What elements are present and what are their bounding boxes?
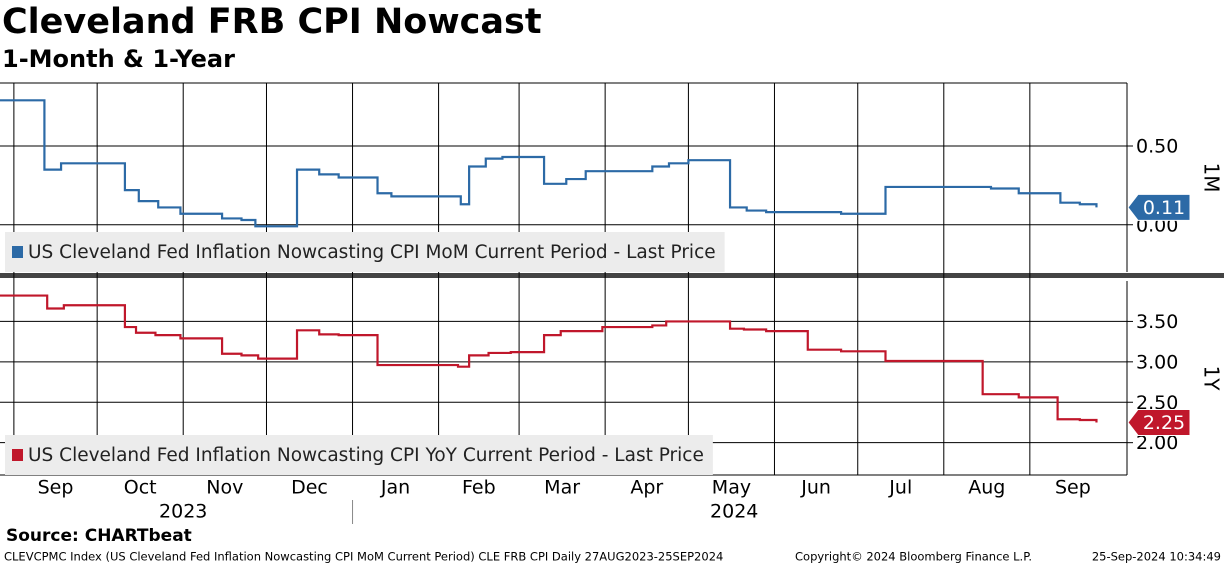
footer-center: Copyright© 2024 Bloomberg Finance L.P. — [795, 550, 1032, 564]
legend-swatch — [12, 449, 23, 461]
x-tick-label: Oct — [124, 477, 157, 499]
chart-subtitle: 1-Month & 1-Year — [2, 45, 235, 73]
y-tick-label: 2.50 — [1136, 392, 1178, 414]
footer-left: CLEVCPMC Index (US Cleveland Fed Inflati… — [4, 550, 723, 564]
x-tick-label: Sep — [1055, 477, 1091, 499]
x-tick-label: Jan — [380, 477, 410, 499]
x-tick-label: Aug — [968, 477, 1005, 499]
x-tick-label: Sep — [38, 477, 74, 499]
legend-label: US Cleveland Fed Inflation Nowcasting CP… — [28, 445, 704, 466]
footer-right: 25-Sep-2024 10:34:49 — [1092, 550, 1221, 564]
x-tick-label: Jun — [800, 477, 831, 499]
series-line — [0, 294, 1098, 423]
y-tick-label: 2.00 — [1136, 432, 1178, 454]
x-tick-label: Dec — [291, 477, 328, 499]
last-value-tag — [1127, 193, 1191, 221]
y-tick-label: 3.00 — [1136, 351, 1178, 373]
panel-label: 1M — [1200, 163, 1224, 193]
y-tick-label: 0.50 — [1136, 136, 1178, 158]
x-tick-label: Feb — [462, 477, 496, 499]
last-value-tag — [1127, 408, 1191, 436]
legend-box — [5, 435, 713, 475]
legend-swatch — [12, 246, 23, 258]
legend-box — [5, 232, 725, 272]
year-label: 2023 — [159, 501, 207, 523]
panel-separator — [0, 273, 1224, 278]
x-tick-label: Apr — [630, 477, 663, 499]
last-value-label: 0.11 — [1143, 197, 1185, 219]
chart-title: Cleveland FRB CPI Nowcast — [2, 2, 542, 42]
x-tick-label: May — [712, 477, 751, 499]
last-value-label: 2.25 — [1143, 412, 1185, 434]
year-label: 2024 — [710, 501, 758, 523]
legend-label: US Cleveland Fed Inflation Nowcasting CP… — [28, 242, 716, 263]
series-line — [0, 99, 1098, 228]
panel-label: 1Y — [1200, 366, 1224, 392]
x-tick-label: Mar — [544, 477, 580, 499]
y-tick-label: 3.50 — [1136, 311, 1178, 333]
x-tick-label: Jul — [888, 477, 912, 499]
source: Source: CHARTbeat — [6, 526, 192, 546]
x-tick-label: Nov — [206, 477, 243, 499]
